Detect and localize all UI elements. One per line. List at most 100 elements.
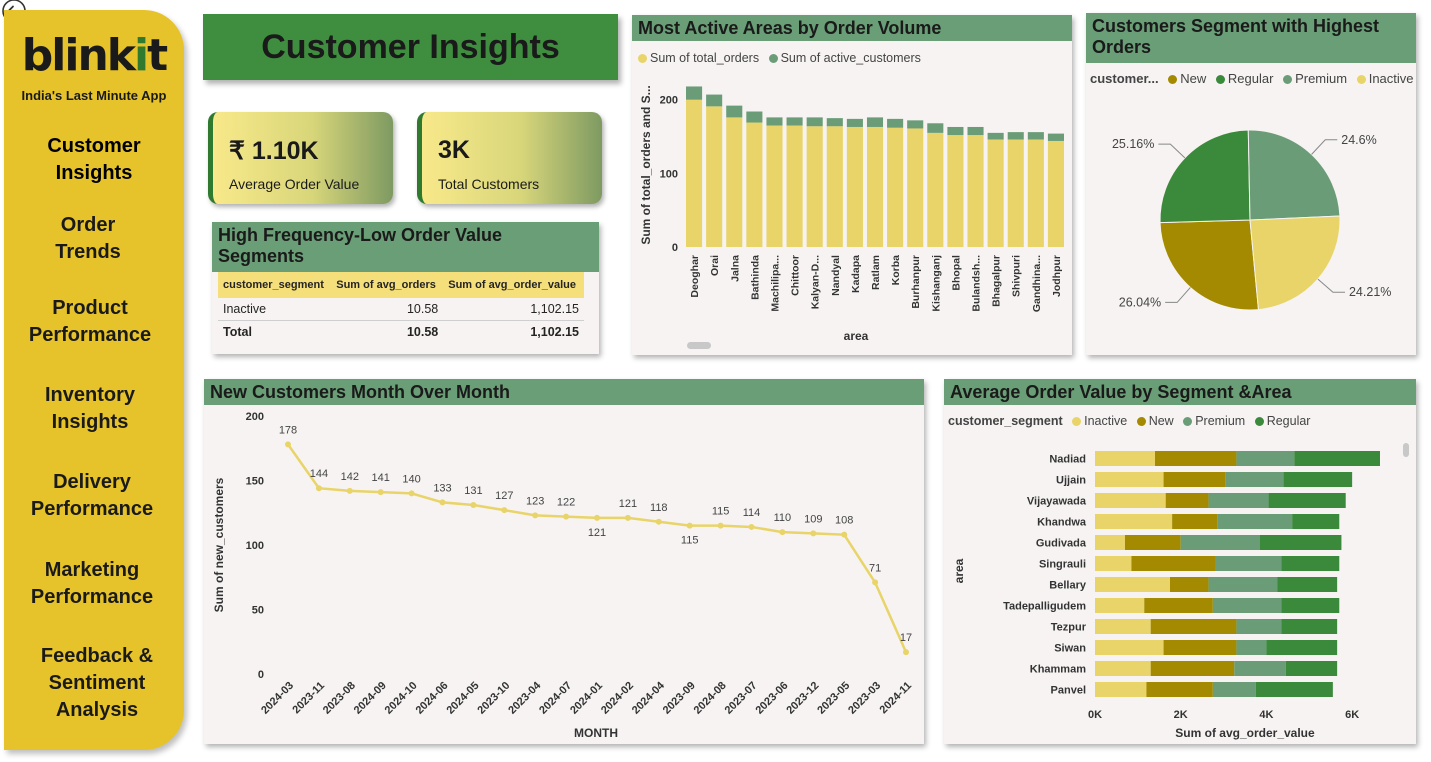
data-point (624, 514, 631, 521)
x-tick-label: 2K (1174, 709, 1188, 721)
legend-item[interactable]: Inactive (1084, 414, 1128, 428)
bar-active-customers (686, 86, 703, 100)
sidebar: blinkit India's Last Minute App Customer… (4, 10, 184, 750)
y-tick-label: 0 (258, 669, 264, 681)
x-tick-label: Deoghar (689, 255, 701, 298)
bar-segment (1131, 556, 1215, 571)
y-tick-label: Tezpur (1051, 622, 1087, 634)
panel-title: High Frequency-Low Order Value Segments (212, 222, 599, 272)
x-tick-label: Kadapa (850, 255, 862, 293)
pie-data-label: 25.16% (1112, 137, 1154, 151)
nav-label: Customer (47, 135, 141, 157)
legend-item[interactable]: Regular (1227, 71, 1274, 86)
legend-item[interactable]: Premium (1195, 414, 1246, 428)
x-tick-label: 4K (1259, 709, 1273, 721)
sidebar-item-feedback-sentiment[interactable]: Feedback & Sentiment Analysis (7, 643, 187, 724)
bar-active-customers (887, 118, 904, 128)
blinkit-logo: blinkit (21, 30, 168, 81)
data-label: 108 (835, 515, 853, 527)
legend-item[interactable]: Sum of total_orders (650, 51, 760, 65)
bar-segment (1255, 682, 1333, 697)
bar-total-orders (746, 122, 763, 247)
x-tick-label: 2024-04 (630, 679, 668, 717)
bar-segment (1150, 619, 1237, 634)
y-tick-label: Tadepalligudem (1003, 601, 1086, 613)
active-areas-chart: 0 100 200 Deoghar Orai Jalna Bathinda Machilipa… (639, 85, 1064, 349)
bar-total-orders (726, 117, 743, 248)
x-tick-label: Ratlam (870, 255, 882, 290)
data-point (686, 522, 693, 529)
sidebar-item-inventory-insights[interactable]: Inventory Insights (0, 382, 180, 436)
sidebar-item-delivery-performance[interactable]: Delivery Performance (2, 469, 182, 523)
pie-data-label: 24.6% (1341, 133, 1376, 147)
legend-item[interactable]: New (1180, 71, 1207, 86)
legend-item[interactable]: Sum of active_customers (780, 51, 921, 65)
x-tick-label: Shivpuri (1011, 255, 1023, 297)
data-point (532, 512, 539, 519)
table-header[interactable]: customer_segment (218, 272, 332, 298)
scrollbar-thumb[interactable] (1403, 443, 1409, 457)
x-tick-label: Burhanpur (910, 255, 922, 309)
pie-slice (1247, 129, 1341, 221)
data-point (779, 529, 786, 536)
legend-item[interactable]: Premium (1295, 71, 1348, 86)
bar-total-orders (706, 106, 723, 247)
x-tick-label: 2023-06 (753, 680, 790, 717)
table-header[interactable]: Sum of avg_orders (331, 272, 444, 298)
table-cell: 10.58 (406, 325, 439, 339)
x-tick-label: 2024-10 (383, 680, 420, 717)
nav-label: Insights (51, 411, 129, 433)
pie-leader-line (1165, 287, 1191, 303)
bar-segment (1215, 556, 1282, 571)
bar-segment (1170, 577, 1209, 592)
table-cell: 1,102.15 (530, 325, 579, 339)
sidebar-item-customer-insights[interactable]: Customer Insights (4, 133, 184, 187)
data-point (439, 499, 446, 506)
x-tick-label: 2023-07 (723, 680, 760, 717)
bar-active-customers (806, 117, 823, 127)
nav-label: Analysis (55, 699, 139, 721)
bar-segment (1225, 472, 1284, 487)
x-tick-label: 2024-01 (568, 680, 605, 717)
bar-segment (1260, 535, 1342, 550)
x-tick-label: Kishanganj (930, 255, 942, 312)
x-tick-label: Chittoor (790, 255, 802, 296)
bar-active-customers (846, 118, 863, 127)
pie-leader-line (1158, 143, 1186, 159)
bar-segment (1095, 619, 1151, 634)
sidebar-item-marketing-performance[interactable]: Marketing Performance (2, 557, 182, 611)
bar-active-customers (746, 111, 763, 123)
bar-segment (1236, 451, 1295, 466)
bar-total-orders (686, 99, 703, 248)
bar-segment (1266, 640, 1338, 655)
bar-total-orders (907, 128, 924, 247)
legend-item[interactable]: Inactive (1368, 71, 1414, 86)
data-point (717, 522, 724, 529)
data-point (377, 489, 384, 496)
sidebar-item-product-performance[interactable]: Product Performance (0, 295, 180, 349)
data-point (748, 523, 755, 530)
y-tick-label: 0 (672, 242, 678, 254)
y-tick-label: Ujjain (1056, 475, 1086, 487)
bar-total-orders (1007, 139, 1024, 247)
pie-slice (1249, 215, 1341, 311)
legend-item[interactable]: Regular (1266, 414, 1311, 428)
data-label: 121 (619, 498, 637, 510)
legend-item[interactable]: New (1148, 414, 1174, 428)
table-header[interactable]: Sum of avg_order_value (443, 272, 584, 298)
x-tick-label: 2024-03 (259, 680, 296, 717)
data-point (501, 507, 508, 514)
bar-segment (1292, 514, 1340, 529)
bar-segment (1155, 451, 1237, 466)
bar-active-customers (786, 117, 803, 126)
bar-segment (1212, 682, 1256, 697)
x-tick-label: Nandyal (830, 255, 842, 296)
y-tick-label: 200 (660, 95, 678, 107)
scrollbar-thumb[interactable] (687, 342, 711, 349)
nav-label: Sentiment (48, 672, 146, 694)
x-tick-label: 6K (1345, 709, 1359, 721)
tagline: India's Last Minute App (21, 88, 167, 103)
panel-title-line: Segments (218, 246, 305, 266)
sidebar-item-order-trends[interactable]: Order Trends (0, 212, 178, 266)
table-row: Inactive 10.58 1,102.15 (218, 298, 584, 321)
